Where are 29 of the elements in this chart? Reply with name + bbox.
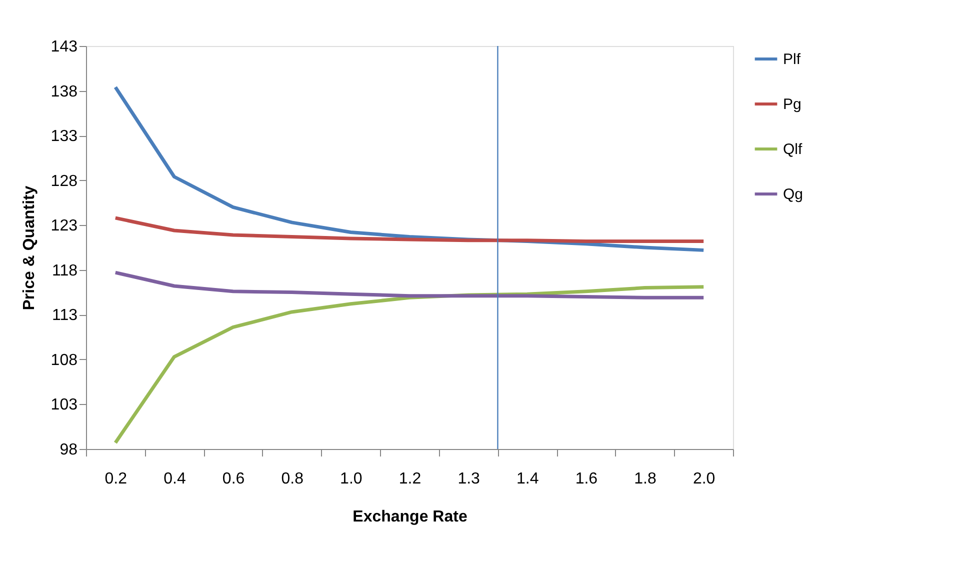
x-tick-label: 1.8: [634, 470, 656, 488]
legend-label: Plf: [783, 51, 802, 68]
x-tick-label: 1.2: [398, 470, 422, 488]
legend-label: Qg: [783, 186, 804, 203]
x-axis-title: Exchange Rate: [352, 508, 468, 526]
y-tick-label: 133: [50, 128, 78, 146]
y-tick-label: 143: [50, 38, 78, 56]
x-tick-label: 1.4: [516, 470, 539, 488]
y-axis-title: Price & Quantity: [20, 186, 38, 310]
line-series: [114, 270, 706, 300]
y-tick-label: 123: [50, 218, 78, 235]
x-tick-label: 2.0: [692, 470, 716, 488]
legend-label: Pg: [783, 96, 802, 113]
y-tick-label: 113: [52, 307, 78, 324]
x-tick-label: 0.4: [164, 470, 186, 488]
y-tick-label: 128: [50, 172, 78, 190]
x-tick-label: 1.0: [340, 470, 362, 488]
x-tick-label: 0.8: [281, 470, 304, 488]
y-tick-label: 118: [52, 262, 78, 280]
line-series: [114, 216, 706, 243]
legend-label: Qlf: [783, 141, 803, 158]
y-tick-label: 98: [60, 442, 78, 458]
y-tick-label: 103: [50, 396, 78, 414]
x-tick-label: 1.6: [575, 470, 598, 488]
x-tick-label: 0.2: [104, 470, 128, 488]
y-tick-label: 108: [50, 352, 78, 369]
x-tick-label: 0.6: [222, 470, 245, 488]
x-tick-label: 1.3: [458, 470, 480, 488]
y-tick-label: 138: [50, 83, 78, 100]
